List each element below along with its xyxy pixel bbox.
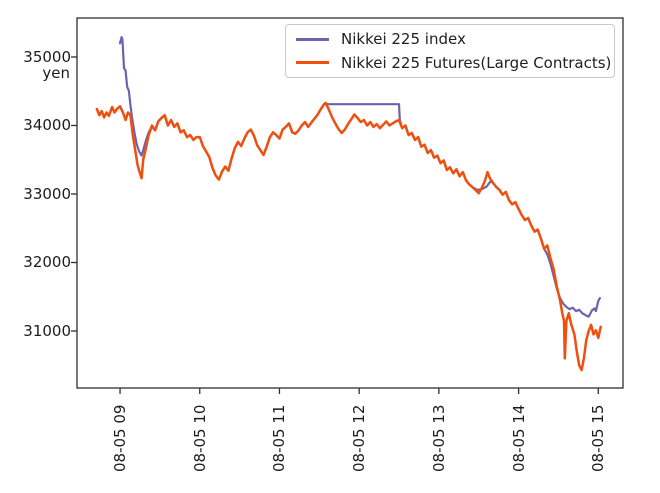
x-tick-label: 08-05 12 <box>350 404 369 472</box>
index-line <box>118 35 602 318</box>
futures-line-swatch <box>296 61 329 65</box>
legend-entry-index: Nikkei 225 index <box>286 28 614 50</box>
x-tick-label: 08-05 10 <box>190 404 209 472</box>
futures-line <box>95 101 602 372</box>
x-tick-label: 08-05 13 <box>429 404 448 472</box>
y-tick-label: 35000 <box>23 47 71 66</box>
x-tick-label: 08-05 11 <box>270 404 289 472</box>
x-tick-label: 08-05 09 <box>111 404 130 472</box>
legend-label-futures: Nikkei 225 Futures(Large Contracts) <box>341 53 612 72</box>
y-tick-marks <box>71 56 77 332</box>
legend-entry-futures: Nikkei 225 Futures(Large Contracts) <box>286 52 614 74</box>
legend: Nikkei 225 index Nikkei 225 Futures(Larg… <box>285 24 615 78</box>
y-tick-label: 34000 <box>23 116 71 135</box>
legend-label-index: Nikkei 225 index <box>341 30 466 49</box>
x-tick-label: 08-05 14 <box>509 404 528 472</box>
x-tick-marks <box>119 388 599 394</box>
y-tick-label: 32000 <box>23 253 71 272</box>
x-tick-label: 08-05 15 <box>589 404 608 472</box>
y-tick-label: 33000 <box>23 184 71 203</box>
y-axis-unit-label: yen <box>42 64 70 82</box>
y-tick-label: 31000 <box>23 322 71 340</box>
index-line-swatch <box>296 37 329 41</box>
plot-frame <box>76 17 624 389</box>
